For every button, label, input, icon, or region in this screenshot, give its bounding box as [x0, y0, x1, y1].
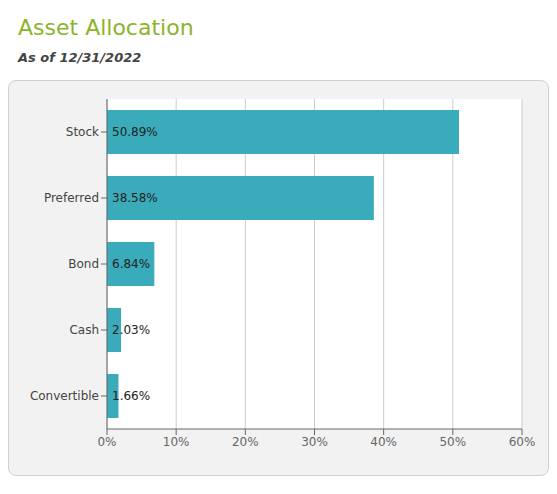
svg-text:6.84%: 6.84% [112, 257, 150, 271]
svg-text:20%: 20% [232, 435, 259, 449]
svg-text:Cash: Cash [69, 323, 99, 337]
svg-text:Preferred: Preferred [44, 191, 99, 205]
svg-text:2.03%: 2.03% [112, 323, 150, 337]
svg-text:Stock: Stock [66, 125, 99, 139]
svg-text:60%: 60% [509, 435, 536, 449]
svg-text:38.58%: 38.58% [112, 191, 158, 205]
svg-text:10%: 10% [163, 435, 190, 449]
svg-text:50.89%: 50.89% [112, 125, 158, 139]
svg-text:Convertible: Convertible [30, 389, 99, 403]
svg-text:1.66%: 1.66% [112, 389, 150, 403]
html-text:As of 12/31/2022: As of 12/31/2022 [18, 50, 142, 65]
svg-text:50%: 50% [439, 435, 466, 449]
svg-text:30%: 30% [301, 435, 328, 449]
svg-text:40%: 40% [370, 435, 397, 449]
svg-text:0%: 0% [97, 435, 116, 449]
html-text:Asset Allocation: Asset Allocation [18, 15, 194, 40]
svg-text:Bond: Bond [68, 257, 99, 271]
